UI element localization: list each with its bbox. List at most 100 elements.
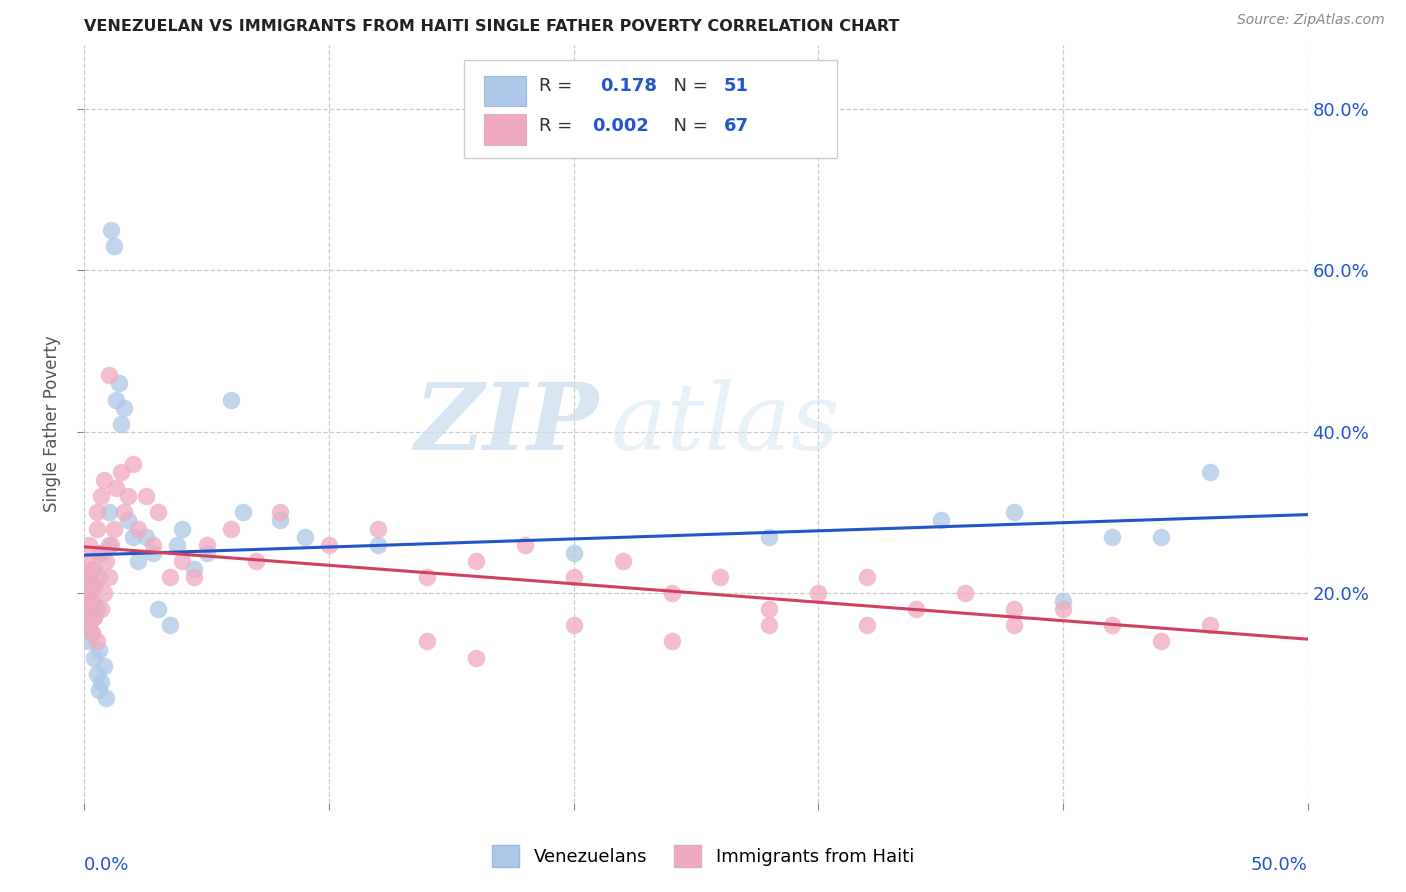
Point — [76, 570, 98, 584]
Point — [122, 457, 145, 471]
Point — [758, 602, 780, 616]
Point — [172, 522, 194, 536]
Point — [80, 578, 103, 592]
Point — [1052, 594, 1074, 608]
Point — [1101, 618, 1123, 632]
Point — [83, 562, 105, 576]
Point — [562, 570, 585, 584]
Point — [183, 570, 205, 584]
Text: N =: N = — [662, 78, 713, 95]
Point — [112, 505, 135, 519]
Point — [612, 554, 634, 568]
Point — [80, 626, 103, 640]
Point — [77, 586, 100, 600]
Point — [100, 223, 122, 237]
FancyBboxPatch shape — [484, 114, 526, 145]
Text: R =: R = — [540, 117, 578, 135]
Point — [80, 594, 103, 608]
Text: R =: R = — [540, 78, 583, 95]
Point — [245, 554, 267, 568]
Point — [135, 530, 157, 544]
Point — [1198, 618, 1220, 632]
Point — [135, 489, 157, 503]
Point — [112, 401, 135, 415]
Point — [294, 530, 316, 544]
Point — [86, 505, 108, 519]
Point — [1150, 634, 1173, 648]
Point — [87, 546, 110, 560]
Point — [416, 634, 439, 648]
Point — [195, 538, 218, 552]
Point — [105, 481, 128, 495]
Point — [110, 417, 132, 431]
Point — [318, 538, 340, 552]
Point — [77, 570, 100, 584]
Point — [232, 505, 254, 519]
Point — [80, 594, 103, 608]
Text: 51: 51 — [724, 78, 749, 95]
Point — [953, 586, 976, 600]
Point — [929, 514, 952, 528]
Point — [159, 570, 181, 584]
Point — [87, 682, 110, 697]
Point — [80, 562, 103, 576]
Point — [269, 505, 291, 519]
Point — [87, 642, 110, 657]
Point — [1052, 602, 1074, 616]
Point — [100, 538, 122, 552]
Point — [96, 690, 118, 705]
Point — [80, 626, 103, 640]
Point — [142, 546, 165, 560]
Point — [90, 546, 112, 560]
Point — [562, 618, 585, 632]
Point — [127, 554, 149, 568]
Point — [513, 538, 536, 552]
Point — [758, 530, 780, 544]
Point — [96, 554, 118, 568]
FancyBboxPatch shape — [484, 76, 526, 106]
Point — [856, 570, 879, 584]
Point — [807, 586, 830, 600]
Point — [76, 602, 98, 616]
Point — [77, 602, 100, 616]
Point — [107, 376, 129, 391]
Point — [661, 586, 683, 600]
Point — [97, 570, 120, 584]
Point — [1101, 530, 1123, 544]
Point — [1002, 618, 1025, 632]
Point — [93, 473, 115, 487]
Text: ZIP: ZIP — [413, 379, 598, 468]
Point — [76, 586, 98, 600]
Point — [856, 618, 879, 632]
Point — [86, 634, 108, 648]
Point — [93, 586, 115, 600]
Point — [97, 505, 120, 519]
Text: 0.002: 0.002 — [592, 117, 650, 135]
Point — [86, 666, 108, 681]
Point — [86, 522, 108, 536]
Point — [142, 538, 165, 552]
Point — [367, 538, 389, 552]
Point — [90, 674, 112, 689]
Point — [117, 514, 139, 528]
Point — [905, 602, 928, 616]
Point — [269, 514, 291, 528]
Point — [77, 618, 100, 632]
Point — [159, 618, 181, 632]
Point — [90, 489, 112, 503]
Point — [1002, 602, 1025, 616]
Point — [90, 602, 112, 616]
Point — [183, 562, 205, 576]
Point — [87, 570, 110, 584]
Text: 0.178: 0.178 — [600, 78, 658, 95]
Text: 0.0%: 0.0% — [84, 856, 129, 874]
Point — [219, 522, 242, 536]
Point — [103, 239, 125, 253]
Point — [464, 554, 486, 568]
Point — [146, 602, 169, 616]
Point — [562, 546, 585, 560]
Point — [172, 554, 194, 568]
Point — [110, 465, 132, 479]
Text: 50.0%: 50.0% — [1251, 856, 1308, 874]
Y-axis label: Single Father Poverty: Single Father Poverty — [44, 335, 62, 512]
